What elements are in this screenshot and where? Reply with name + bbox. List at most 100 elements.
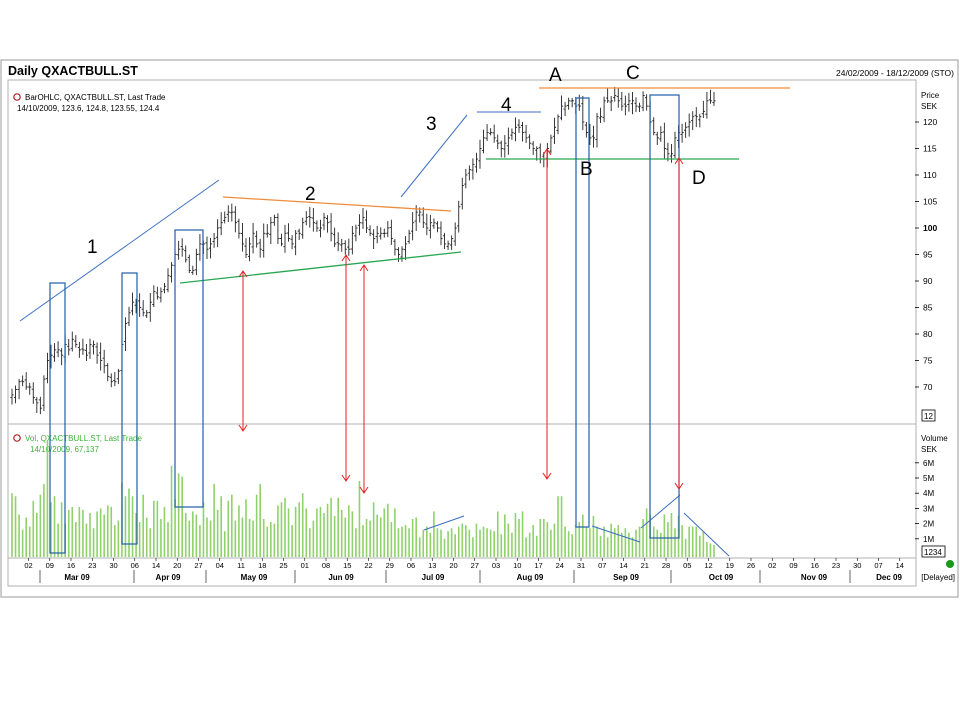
ohlc-bar — [570, 97, 574, 108]
ohlc-bar — [350, 226, 354, 255]
date-day-label: 07 — [598, 561, 606, 570]
date-day-label: 15 — [343, 561, 351, 570]
ohlc-bar — [60, 348, 64, 366]
ohlc-bar — [435, 221, 440, 233]
ohlc-bar — [308, 206, 312, 228]
date-month-label: Aug 09 — [517, 573, 544, 582]
ohlc-bar — [106, 363, 110, 382]
price-tick-label: 75 — [923, 356, 933, 366]
ohlc-bar — [357, 214, 362, 236]
ohlc-bar — [616, 88, 620, 108]
date-day-label: 12 — [704, 561, 712, 570]
ohlc-bar — [354, 224, 358, 242]
ohlc-bar — [393, 239, 397, 256]
ohlc-bar — [81, 338, 85, 355]
price-scale-box-label: 12 — [924, 412, 933, 421]
ohlc-bar — [208, 237, 213, 259]
ohlc-bar — [102, 349, 106, 374]
ohlc-bar — [223, 211, 227, 224]
ohlc-bar — [91, 340, 96, 355]
date-day-label: 06 — [131, 561, 139, 570]
ohlc-bar — [141, 300, 145, 317]
ohlc-bar — [528, 134, 532, 150]
volume-legend-icon — [13, 434, 21, 442]
date-day-label: 09 — [789, 561, 797, 570]
date-day-label: 30 — [853, 561, 861, 570]
ohlc-bar — [247, 237, 252, 262]
date-day-label: 14 — [619, 561, 627, 570]
ohlc-bar — [549, 134, 553, 154]
highlight-box-1 — [49, 282, 66, 554]
date-day-label: 02 — [24, 561, 32, 570]
ohlc-bar — [347, 238, 351, 256]
ohlc-bar — [219, 212, 223, 236]
ohlc-bar — [180, 238, 184, 257]
date-day-label: 23 — [88, 561, 96, 570]
ohlc-bar — [708, 89, 713, 104]
ohlc-bar — [581, 95, 585, 131]
ohlc-bar — [386, 221, 390, 238]
ohlc-bar — [297, 228, 301, 240]
volume-trend-line-3 — [640, 494, 681, 529]
price-tick-label: 95 — [923, 250, 933, 260]
ohlc-bar — [315, 220, 319, 232]
ohlc-bar — [45, 352, 50, 384]
ohlc-bar — [361, 208, 365, 229]
ohlc-bar — [343, 240, 347, 255]
volume-trend-line-4 — [683, 512, 730, 557]
ohlc-bar — [10, 388, 14, 405]
ohlc-bar — [666, 142, 670, 162]
ohlc-bar — [272, 214, 276, 226]
annotation-label-3: 3 — [426, 114, 437, 135]
ohlc-bar — [400, 246, 404, 262]
delayed-status: [Delayed] — [921, 573, 955, 582]
ohlc-bar — [329, 213, 333, 242]
ohlc-bar — [634, 97, 638, 112]
ohlc-bar — [460, 177, 464, 210]
ohlc-bar — [184, 245, 188, 263]
volume-tick-label: 6M — [923, 459, 934, 468]
ohlc-bar — [205, 236, 209, 259]
volume-axis-title: Volume — [921, 434, 948, 443]
ohlc-bar — [680, 123, 684, 143]
ohlc-bar — [577, 94, 581, 111]
ohlc-bar — [464, 168, 468, 189]
price-last-bar: 14/10/2009, 123.6, 124.8, 123.55, 124.4 — [17, 104, 160, 113]
date-day-label: 14 — [152, 561, 160, 570]
status-indicator-icon — [946, 560, 954, 568]
ohlc-bar — [368, 225, 372, 236]
ohlc-bar — [283, 224, 287, 253]
price-tick-label: 70 — [923, 382, 933, 392]
ohlc-bar — [13, 385, 18, 404]
ohlc-bar — [233, 206, 237, 233]
ohlc-bar — [524, 125, 528, 143]
ohlc-bar — [21, 375, 25, 387]
date-day-label: 14 — [896, 561, 904, 570]
ohlc-bar — [152, 285, 156, 307]
ohlc-bar — [481, 129, 486, 154]
ohlc-bar — [694, 107, 698, 128]
ohlc-bar — [262, 223, 266, 258]
price-axis-ticks: 70 75 80 85 90 95 100 105 110 115 120 — [915, 117, 937, 392]
ohlc-bar — [336, 232, 340, 252]
date-day-label: 25 — [279, 561, 287, 570]
resistance-line-triangle — [222, 196, 452, 212]
ohlc-bar — [627, 92, 631, 112]
annotation-label-c: C — [626, 63, 640, 84]
ohlc-bar — [698, 113, 702, 128]
date-month-label: Sep 09 — [613, 573, 639, 582]
double-arrow-5 — [674, 157, 684, 490]
date-day-label: 09 — [46, 561, 54, 570]
ohlc-bar — [212, 233, 216, 248]
price-legend-icon — [13, 93, 21, 101]
ohlc-bar — [609, 96, 613, 112]
ohlc-bar — [442, 232, 447, 249]
ohlc-bar — [148, 293, 152, 322]
volume-trend-line-2 — [591, 525, 641, 543]
price-axis-title: Price — [921, 91, 940, 100]
date-day-label: 17 — [534, 561, 542, 570]
date-day-label: 20 — [173, 561, 181, 570]
ohlc-bar — [535, 146, 539, 161]
ohlc-bar — [244, 238, 248, 258]
annotation-layer: 1 2 3 4 A B C D — [19, 63, 790, 557]
